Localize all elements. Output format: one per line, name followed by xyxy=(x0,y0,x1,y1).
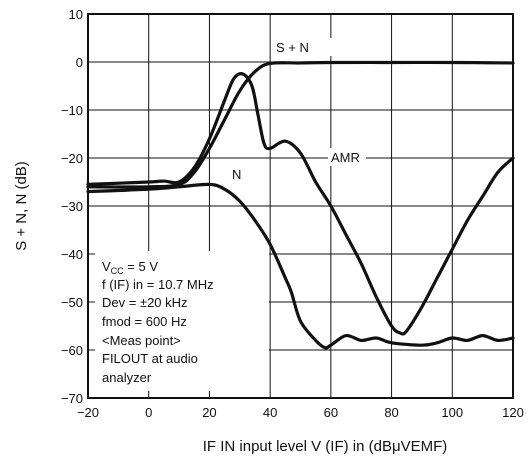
x-tick-label: 0 xyxy=(145,405,152,420)
y-tick-label: 0 xyxy=(76,55,83,70)
condition-line: fmod = 600 Hz xyxy=(102,314,187,329)
series-layer xyxy=(86,60,515,350)
conditions-box: VCC = 5 V f (IF) in = 10.7 MHz Dev = ±20… xyxy=(95,251,269,391)
y-tick-label: −40 xyxy=(61,247,83,262)
y-tick-label: −60 xyxy=(61,343,83,358)
x-tick-label: 40 xyxy=(263,405,277,420)
y-tick-label: −30 xyxy=(61,199,83,214)
condition-line: f (IF) in = 10.7 MHz xyxy=(102,277,214,292)
conditions-box-bg xyxy=(95,251,269,391)
series-line-amr xyxy=(86,72,515,336)
y-tick-label: 10 xyxy=(69,7,83,22)
condition-line: Dev = ±20 kHz xyxy=(102,295,188,310)
condition-line: FILOUT at audio xyxy=(102,351,198,366)
series-label-bg-s-plus-n xyxy=(273,38,335,56)
condition-vcc: VCC = 5 V xyxy=(102,259,158,276)
condition-line: analyzer xyxy=(102,370,152,385)
x-tick-label: 100 xyxy=(441,405,463,420)
y-tick-label: −50 xyxy=(61,295,83,310)
x-tick-label: 60 xyxy=(324,405,338,420)
series-labels: S + N AMR N xyxy=(229,38,366,183)
series-label-s-plus-n: S + N xyxy=(276,40,309,55)
series-line-n xyxy=(86,182,515,350)
x-tick-label: 80 xyxy=(384,405,398,420)
series-label-bg-amr xyxy=(328,148,366,166)
tick-labels: −20 0 20 40 60 80 100 120100−10−20−30−40−50−60−… xyxy=(61,7,524,420)
x-tick-label: 20 xyxy=(202,405,216,420)
y-tick-label: −70 xyxy=(61,391,83,406)
condition-line: <Meas point> xyxy=(102,333,181,348)
series-label-n: N xyxy=(232,167,241,182)
series-label-bg-n xyxy=(229,165,245,183)
y-tick-label: −10 xyxy=(61,103,83,118)
y-axis-label: S + N, N (dB) xyxy=(13,161,30,251)
y-tick-label: −20 xyxy=(61,151,83,166)
series-label-amr: AMR xyxy=(331,150,360,165)
series-line-s-n xyxy=(86,60,515,189)
x-tick-label: −20 xyxy=(77,405,99,420)
plot-frame xyxy=(87,13,514,399)
x-tick-label: 120 xyxy=(502,405,524,420)
x-axis-label: IF IN input level V (IF) in (dBμVEMF) xyxy=(203,438,448,455)
